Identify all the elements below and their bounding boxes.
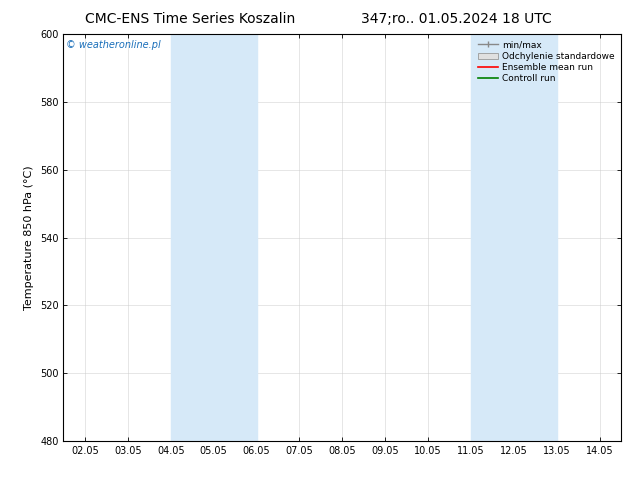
- Bar: [171, 34, 257, 441]
- Text: CMC-ENS Time Series Koszalin: CMC-ENS Time Series Koszalin: [85, 12, 295, 26]
- Text: 347;ro.. 01.05.2024 18 UTC: 347;ro.. 01.05.2024 18 UTC: [361, 12, 552, 26]
- Y-axis label: Temperature 850 hPa (°C): Temperature 850 hPa (°C): [24, 165, 34, 310]
- Bar: [471, 34, 557, 441]
- Text: © weatheronline.pl: © weatheronline.pl: [66, 40, 161, 50]
- Legend: min/max, Odchylenie standardowe, Ensemble mean run, Controll run: min/max, Odchylenie standardowe, Ensembl…: [476, 39, 617, 85]
